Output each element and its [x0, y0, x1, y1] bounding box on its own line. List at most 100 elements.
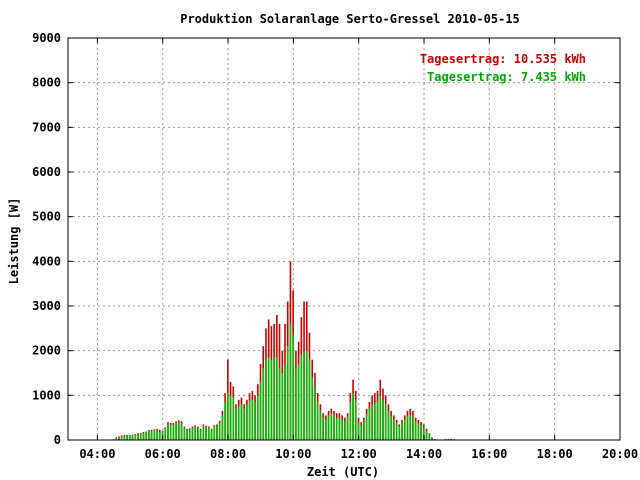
bar-second	[199, 429, 202, 440]
bar-second	[335, 417, 338, 440]
bar-second	[278, 368, 281, 440]
bar-second	[327, 415, 330, 440]
bar-second	[431, 437, 433, 440]
bar-second	[281, 373, 284, 440]
bar-second	[374, 403, 376, 440]
bar-second	[169, 424, 172, 440]
x-tick-label: 08:00	[210, 447, 246, 461]
bar-second	[118, 437, 120, 440]
bar-second	[297, 364, 300, 440]
bar-second	[382, 399, 384, 440]
bar-second	[197, 427, 199, 440]
bar-second	[129, 435, 131, 440]
bar-second	[284, 364, 286, 440]
bar-second	[387, 410, 390, 440]
bar-second	[289, 323, 292, 440]
y-tick-label: 5000	[32, 210, 61, 224]
bar-second	[210, 429, 213, 440]
x-tick-label: 20:00	[602, 447, 638, 461]
y-axis-label: Leistung [W]	[7, 198, 21, 285]
bar-second	[237, 406, 240, 440]
bar-second	[172, 424, 175, 440]
bar-second	[363, 422, 365, 440]
bar-second	[330, 413, 333, 440]
bar-second	[300, 355, 303, 440]
bar-second	[349, 402, 352, 440]
bar-second	[308, 359, 311, 440]
bar-second	[134, 434, 137, 440]
bar-second	[202, 425, 205, 440]
x-tick-label: 06:00	[145, 447, 181, 461]
bar-second	[262, 368, 265, 440]
axis-ticks: 0 1000 2000 3000 4000 5000 6000 7000 8000 9000 04:…	[32, 31, 638, 461]
bar-second	[159, 430, 161, 440]
bar-second	[224, 402, 226, 440]
bar-second	[316, 402, 319, 440]
bar-second	[395, 423, 398, 440]
x-tick-label: 16:00	[471, 447, 507, 461]
bar-second	[194, 426, 196, 440]
bar-second	[126, 435, 128, 440]
bar-second	[153, 430, 156, 440]
bar-second	[139, 433, 142, 440]
bar-second	[183, 427, 186, 440]
bar-second	[414, 421, 417, 440]
y-tick-label: 2000	[32, 344, 61, 358]
x-tick-label: 04:00	[79, 447, 115, 461]
bar-second	[390, 415, 392, 440]
x-tick-label: 18:00	[537, 447, 573, 461]
bar-second	[303, 350, 305, 440]
bar-second	[256, 395, 259, 440]
bar-second	[240, 404, 243, 440]
y-tick-label: 7000	[32, 120, 61, 134]
bar-second	[276, 357, 278, 440]
bar-second	[325, 419, 327, 440]
bar-second	[243, 408, 245, 440]
bar-second	[305, 350, 308, 440]
bar-second	[311, 377, 314, 440]
grid	[68, 38, 620, 440]
bar-second	[218, 423, 221, 440]
bar-second	[229, 395, 232, 440]
bar-second	[216, 425, 218, 440]
bar-second	[412, 416, 414, 440]
bar-second	[259, 381, 262, 440]
bar-second	[368, 408, 371, 440]
bar-second	[319, 410, 322, 440]
bar-second	[248, 400, 251, 440]
bar-second	[178, 422, 180, 440]
bar-second	[213, 426, 216, 440]
bar-second	[406, 415, 409, 440]
bar-second	[273, 357, 275, 440]
x-tick-label: 14:00	[406, 447, 442, 461]
bar-second	[376, 402, 379, 440]
legend-entry-second: Tagesertrag: 7.435 kWh	[427, 70, 586, 84]
bar-second	[384, 404, 387, 440]
bar-second	[352, 393, 354, 440]
bar-second	[365, 414, 368, 440]
bar-second	[333, 415, 335, 440]
bar-second	[115, 437, 118, 440]
y-tick-label: 1000	[32, 388, 61, 402]
bar-second	[221, 415, 224, 440]
bar-second	[409, 414, 412, 440]
bar-second	[338, 417, 341, 440]
bar-second	[403, 419, 406, 440]
bar-second	[246, 405, 248, 440]
bar-second	[398, 426, 401, 440]
bar-second	[393, 419, 395, 440]
bar-second	[123, 436, 126, 440]
bars	[112, 261, 455, 440]
bar-second	[341, 419, 343, 440]
bar-second	[167, 424, 169, 440]
x-tick-label: 10:00	[275, 447, 311, 461]
bar-second	[322, 417, 324, 440]
bar-second	[344, 421, 346, 440]
bar-second	[150, 430, 153, 440]
bar-second	[180, 423, 183, 440]
legend-entry-total: Tagesertrag: 10.535 kWh	[420, 52, 586, 66]
bar-second	[417, 423, 420, 440]
bar-second	[232, 397, 235, 440]
bar-second	[286, 346, 289, 440]
